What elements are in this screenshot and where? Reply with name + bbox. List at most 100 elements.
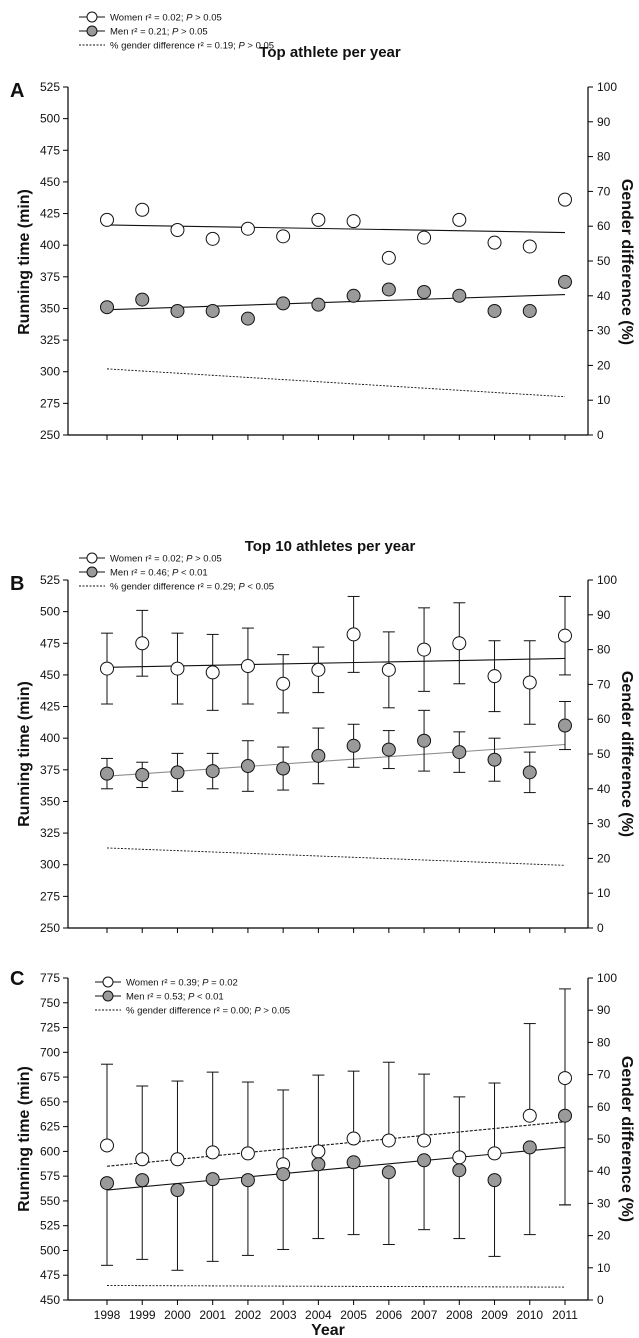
y-tick-label: 350 [40,794,60,808]
y2-tick-label: 60 [597,219,611,233]
men-data-point [522,765,537,780]
gender-difference-trend-line [106,1285,565,1288]
men-data-point [346,1155,361,1170]
men-data-point [205,303,220,318]
panel-letter: B [10,573,24,595]
women-data-point [276,676,291,691]
legend-entry-label: Men r² = 0.53; P < 0.01 [126,992,224,1003]
y-tick-label: 525 [40,573,60,587]
women-data-point [100,1138,114,1153]
women-data-point [487,669,502,684]
men-data-point [417,285,432,300]
x-tick-label: 2010 [516,1308,543,1322]
legend-women-marker [102,976,114,988]
men-data-point [205,764,220,779]
y2-tick-label: 10 [597,1261,611,1275]
women-data-point [452,1150,467,1165]
y-tick-label: 400 [40,238,60,252]
women-data-point [487,1146,502,1161]
women-data-point [381,662,396,677]
women-data-point [240,221,255,236]
men-data-point [452,288,467,303]
women-data-point [452,212,467,227]
women-data-point [276,229,291,244]
y2-tick-label: 30 [597,817,611,831]
men-data-point [522,303,537,318]
y2-tick-label: 0 [597,921,604,935]
women-data-point [135,636,150,651]
y-tick-label: 600 [40,1144,60,1158]
gender-difference-trend-line [106,847,566,866]
men-data-point [522,1140,537,1155]
legend-men-marker [86,566,98,578]
women-data-point [417,642,432,657]
y-tick-label: 250 [40,428,60,442]
y-tick-label: 275 [40,889,60,903]
men-data-point [311,297,326,312]
y2-tick-label: 50 [597,254,611,268]
men-data-point [100,300,114,315]
women-data-point [522,239,537,254]
men-data-point [381,1165,396,1180]
y-tick-label: 750 [40,996,60,1010]
y-tick-label: 300 [40,365,60,379]
y2-tick-label: 40 [597,289,611,303]
men-data-point [417,1153,432,1168]
chart-title: Top athlete per year [259,44,401,61]
women-data-point [346,1131,361,1146]
x-tick-label: 2008 [446,1308,473,1322]
legend: Women r² = 0.39; P = 0.02 Men r² = 0.53; … [95,976,290,1017]
y-tick-label: 325 [40,333,60,347]
y-tick-label: 525 [40,80,60,94]
women-data-point [381,1133,396,1148]
y-tick-label: 375 [40,763,60,777]
men-data-point [311,1157,326,1172]
y-tick-label: 725 [40,1021,60,1035]
y2-axis-title: Gender difference (%) [618,671,635,837]
men-data-point [381,742,396,757]
y-tick-label: 450 [40,175,60,189]
x-tick-label: 1999 [129,1308,156,1322]
y2-tick-label: 10 [597,886,611,900]
women-data-point [240,659,255,674]
legend-entry-label: % gender difference r² = 0.00; P > 0.05 [126,1006,290,1017]
men-data-point [135,767,150,782]
y-axis-title: Running time (min) [16,189,33,335]
x-tick-label: 2004 [305,1308,332,1322]
gender-difference-trend-line [106,368,566,398]
men-data-point [417,733,432,748]
men-data-point [557,718,572,733]
legend-entry-label: Women r² = 0.39; P = 0.02 [126,978,238,989]
chart-title: Top 10 athletes per year [245,538,416,555]
y2-tick-label: 80 [597,1035,611,1049]
legend-entry-label: Men r² = 0.21; P > 0.05 [110,27,208,38]
y2-tick-label: 20 [597,358,611,372]
y2-tick-label: 90 [597,115,611,129]
legend-entry-label: Men r² = 0.46; P < 0.01 [110,568,208,579]
men-data-point [381,282,396,297]
y-tick-label: 525 [40,1219,60,1233]
y-tick-label: 500 [40,112,60,126]
y2-tick-label: 20 [597,851,611,865]
women-data-point [311,1144,326,1159]
y-tick-label: 700 [40,1045,60,1059]
y-tick-label: 350 [40,301,60,315]
x-tick-label: 2009 [481,1308,508,1322]
y2-tick-label: 100 [597,971,617,985]
women-data-point [346,627,361,642]
men-data-point [205,1172,220,1187]
women-data-point [205,1145,220,1160]
x-tick-label: 2000 [164,1308,191,1322]
women-data-point [557,192,572,207]
y-tick-label: 450 [40,668,60,682]
y-tick-label: 500 [40,1243,60,1257]
men-data-point [100,1176,114,1191]
y2-tick-label: 90 [597,608,611,622]
men-data-point [311,748,326,763]
chart-panel-c: 4504755005255505756006256506757007257507… [10,968,635,1338]
x-tick-label: 2011 [552,1308,578,1322]
men-data-point [452,1163,467,1178]
women-data-point [346,214,361,229]
men-data-point [452,745,467,760]
